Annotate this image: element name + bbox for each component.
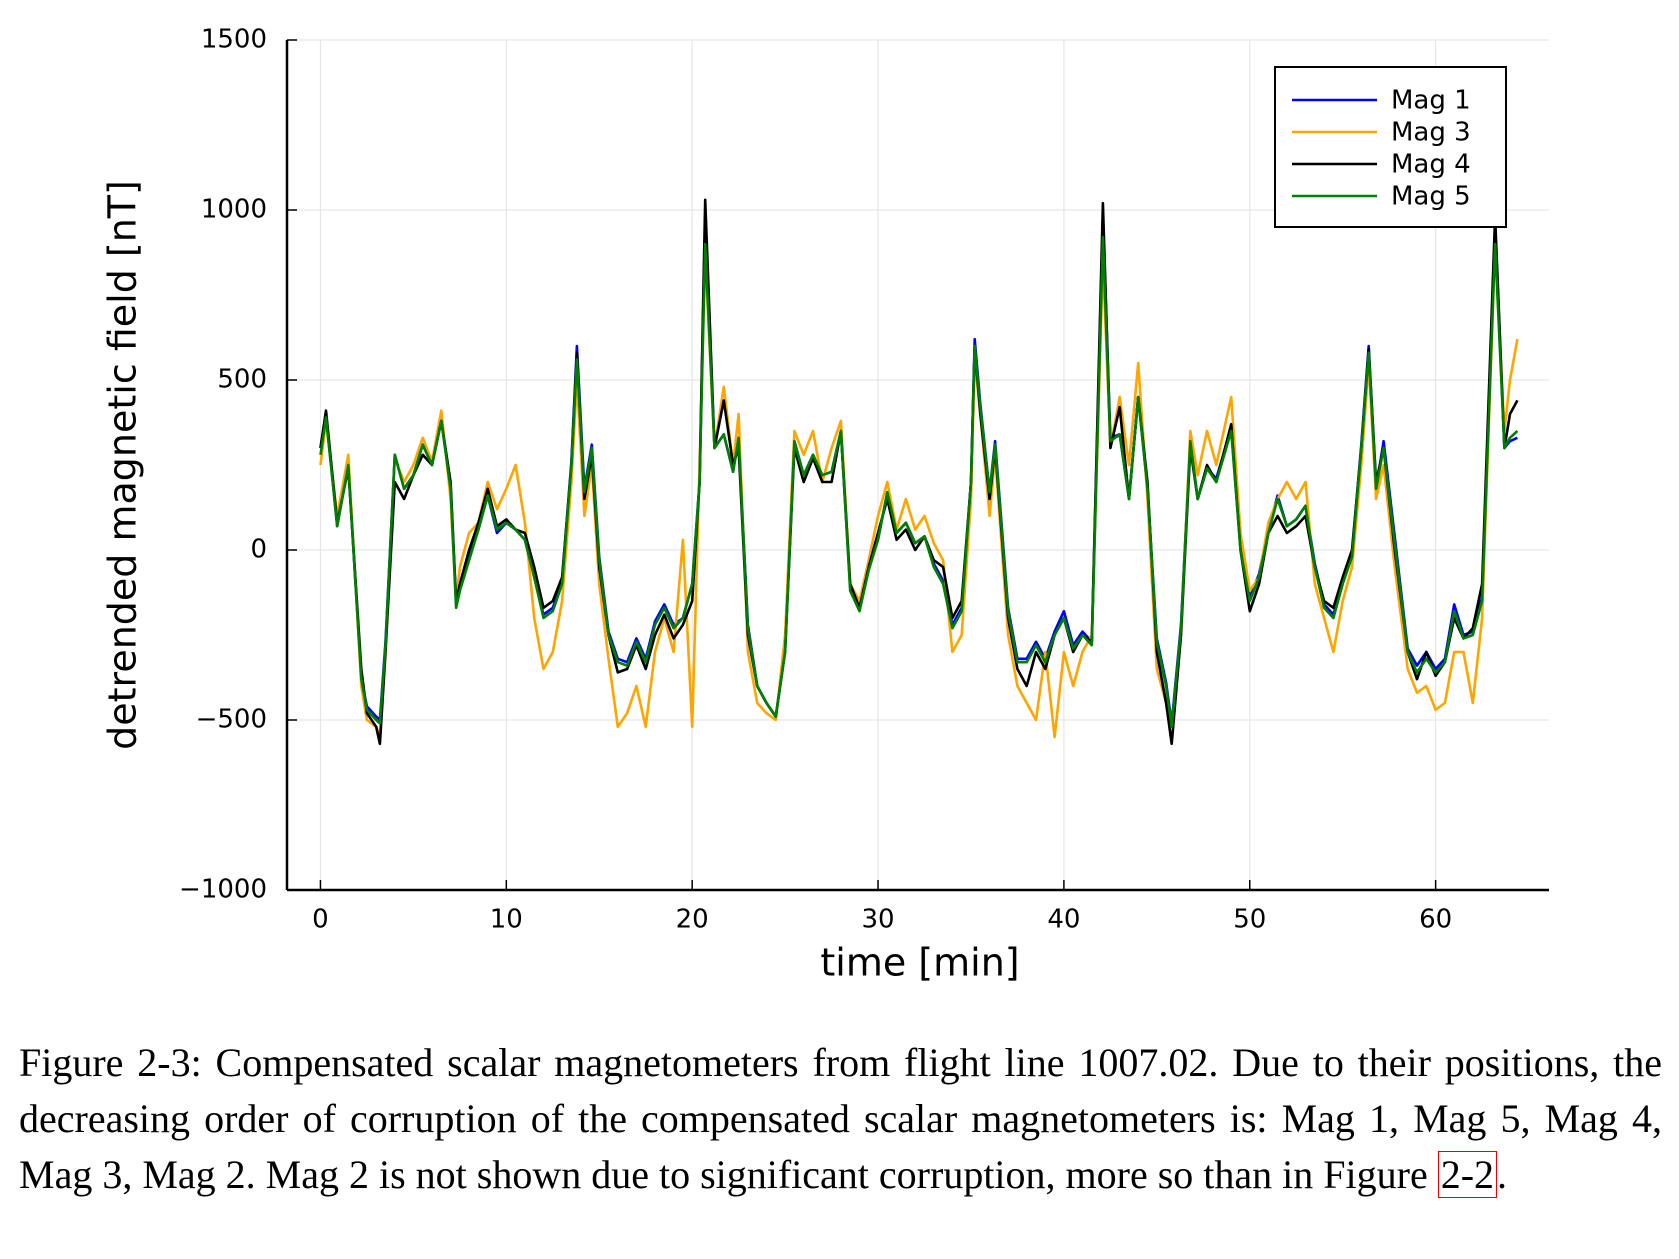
x-tick-label: 60 [1419,905,1452,935]
series-line [319,215,1518,725]
caption-text: Figure 2-3: Compensated scalar magnetome… [19,1040,1662,1197]
series-line [319,242,1519,739]
figure-reference[interactable]: 2-2 [1437,1151,1498,1198]
series-line [319,198,1519,746]
x-tick-label: 20 [676,905,709,935]
x-tick-label: 0 [312,905,329,935]
legend-label: Mag 5 [1391,182,1471,212]
x-tick-label: 50 [1233,905,1266,935]
y-axis-label: detrended magnetic field [nT] [101,180,145,750]
legend-box [1274,66,1507,228]
x-tick-label: 30 [861,905,894,935]
caption-end: . [1497,1152,1508,1197]
legend-label: Mag 1 [1391,86,1471,116]
legend-label: Mag 4 [1391,150,1471,180]
y-tick-label: −500 [196,705,267,735]
y-tick-label: 0 [250,535,267,565]
x-axis-label: time [min] [820,941,1019,985]
chart: time [min] detrended magnetic field [nT]… [101,25,1549,985]
x-tick-label: 40 [1047,905,1080,935]
figure-caption: Figure 2-3: Compensated scalar magnetome… [19,1035,1662,1203]
y-tick-label: 500 [217,365,267,395]
series-line [319,235,1519,729]
y-tick-label: 1500 [201,25,267,55]
y-tick-label: −1000 [179,875,267,905]
legend-label: Mag 3 [1391,118,1471,148]
x-tick-label: 10 [490,905,523,935]
y-tick-label: 1000 [201,195,267,225]
